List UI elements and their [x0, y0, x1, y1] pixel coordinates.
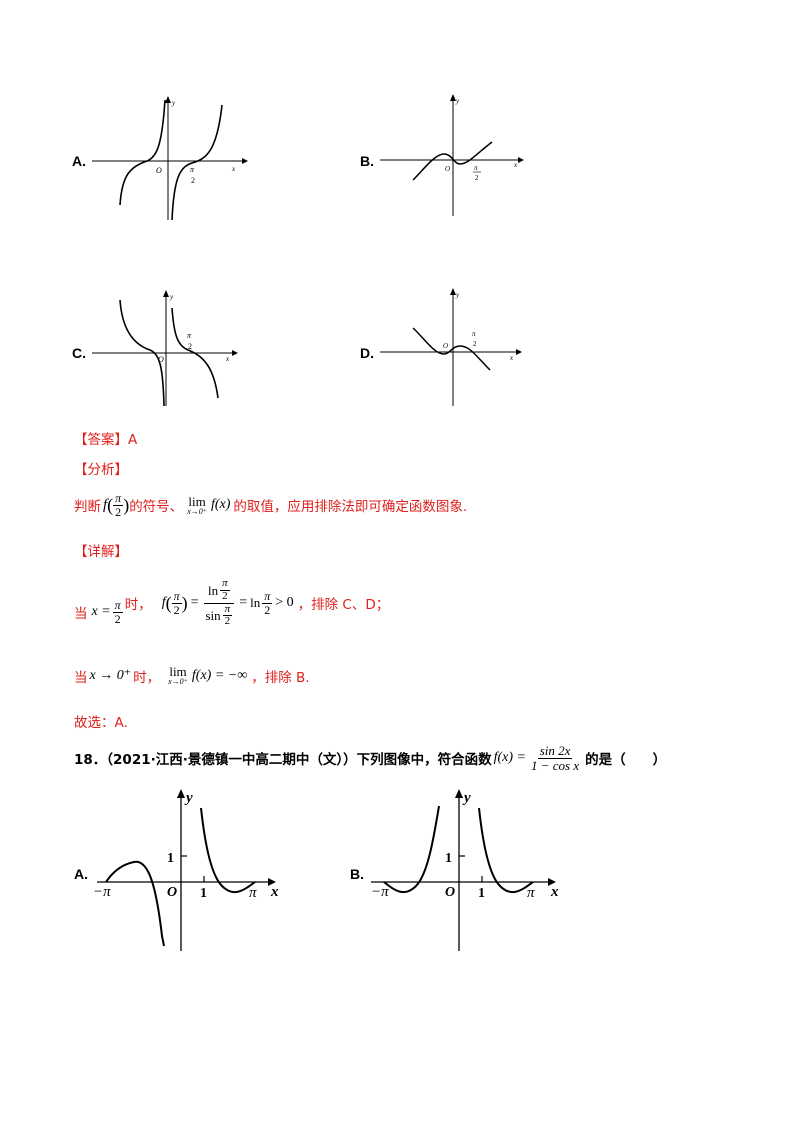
graph-18-option-b: y x 1 O 1 −π π [371, 789, 559, 951]
question-fraction: sin 2x 1 − cos x [531, 743, 580, 773]
analysis-fx: f(x) [210, 497, 231, 513]
origin-label: O [158, 355, 164, 364]
option-d-label: D. [360, 345, 374, 361]
limit-expression: lim x→0⁺ [187, 493, 207, 516]
x-axis-label: x [231, 165, 236, 173]
answer-label: 【答案】 [74, 432, 128, 448]
origin-label: O [445, 885, 455, 900]
analysis-text-1: 判断 [74, 499, 101, 516]
origin-label: O [445, 165, 450, 173]
x-axis-label: x [513, 161, 518, 169]
y-axis-label: y [462, 790, 471, 806]
detail-line-2: 当 x → 0⁺ 时， lim x→0⁺ f(x) = −∞ ，排除 B. [74, 664, 310, 686]
option-18a-label: A. [74, 866, 88, 882]
question-fx: f(x) = [493, 750, 526, 766]
y-axis-label: y [171, 99, 176, 107]
graph-18-option-a: y x 1 O 1 −π π [93, 789, 279, 951]
tick-two: 2 [191, 176, 195, 185]
x-axis-label: x [550, 884, 559, 900]
tick-pi: π [474, 164, 478, 172]
origin-label: O [443, 342, 448, 350]
detail-label: 【详解】 [74, 544, 128, 560]
question-18: 18．（2021·江西·景德镇一中高二期中（文））下列图像中，符合函数 f(x)… [74, 744, 666, 772]
tick-pi: π [472, 330, 476, 338]
option-a-label: A. [72, 153, 86, 169]
tick-two: 2 [473, 340, 477, 348]
tick-one-x: 1 [478, 886, 485, 901]
analysis-label: 【分析】 [74, 462, 128, 478]
analysis-f: f [103, 496, 108, 513]
tick-two: 2 [188, 342, 192, 351]
y-axis-label: y [169, 293, 174, 301]
tick-pi: π [527, 885, 535, 901]
origin-label: O [167, 885, 177, 900]
tick-two: 2 [475, 174, 479, 182]
option-18b-label: B. [350, 866, 364, 882]
x-axis-label: x [270, 884, 279, 900]
graph-option-a: O x y π 2 [92, 96, 248, 221]
tick-neg-pi: −π [93, 884, 111, 900]
x-axis-label: x [225, 355, 230, 363]
option-b-label: B. [360, 153, 374, 169]
y-axis-label: y [455, 97, 460, 105]
y-axis-label: y [184, 790, 193, 806]
tick-pi: π [249, 885, 257, 901]
tick-pi: π [187, 331, 192, 340]
question-text: 18．（2021·江西·景德镇一中高二期中（文））下列图像中，符合函数 [74, 752, 492, 769]
answer-value: A [128, 432, 138, 448]
y-axis-label: y [455, 291, 460, 299]
tick-one-x: 1 [200, 886, 207, 901]
analysis-text-3: 的取值，应用排除法即可确定函数图象. [233, 499, 468, 516]
graph-option-c: O x y π 2 [92, 290, 238, 407]
origin-label: O [156, 166, 162, 175]
tick-pi: π [190, 165, 195, 174]
question-tail: 的是（ ） [585, 752, 667, 769]
detail-line-3: 故选：A. [74, 715, 128, 731]
graph-option-b: O x y π 2 [380, 94, 524, 216]
x-axis-label: x [509, 354, 514, 362]
tick-neg-pi: −π [371, 884, 389, 900]
option-c-label: C. [72, 345, 86, 361]
answer-line: 【答案】A [74, 428, 137, 448]
tick-one-y: 1 [167, 851, 174, 866]
analysis-text-2: 的符号、 [129, 499, 184, 516]
graph-option-d: O x y π 2 [380, 288, 522, 406]
tick-one-y: 1 [445, 851, 452, 866]
